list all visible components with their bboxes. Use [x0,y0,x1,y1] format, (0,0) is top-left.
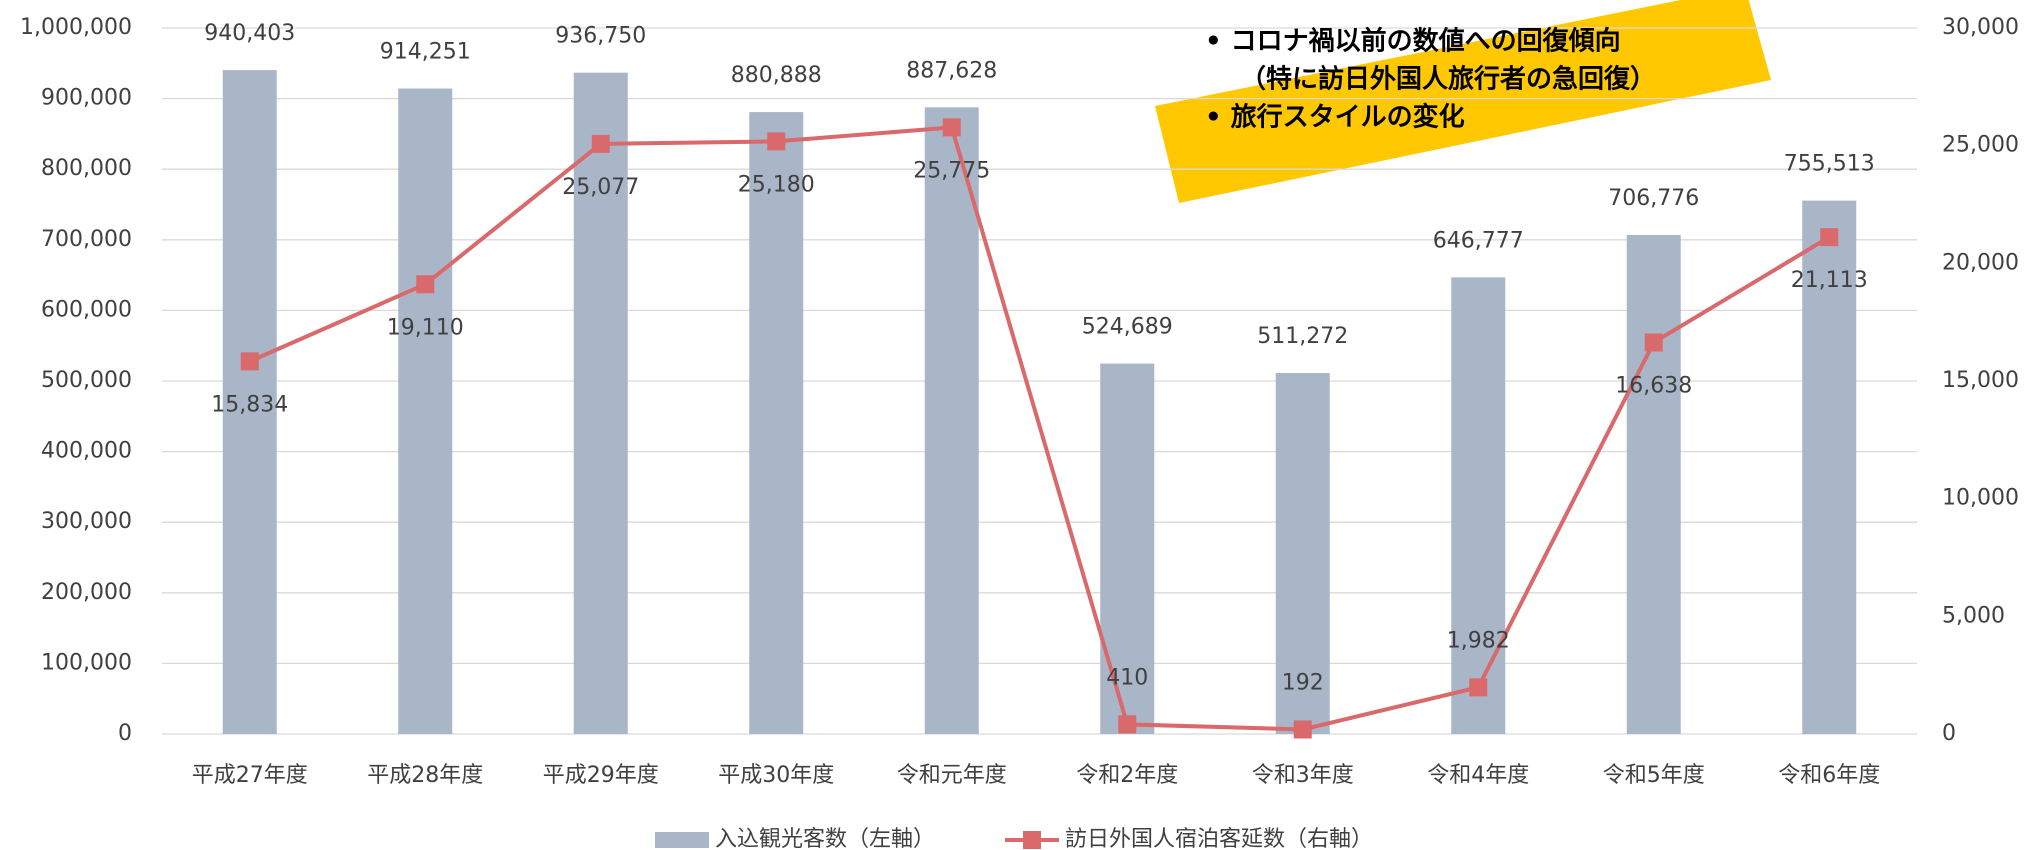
x-tick-label: 令和5年度 [1603,763,1705,788]
bar [573,72,628,735]
line-value-label: 25,077 [562,175,639,200]
line-marker [591,134,610,153]
x-tick-label: 平成27年度 [192,763,308,788]
line-marker [240,352,259,371]
x-tick-label: 令和6年度 [1778,763,1880,788]
y-tick-label: 700,000 [41,227,132,252]
bar [1451,277,1506,734]
y-tick-label: 300,000 [41,509,132,534]
x-tick-label: 令和2年度 [1076,763,1178,788]
line-value-label: 1,982 [1447,628,1510,653]
line-value-label: 16,638 [1615,373,1692,398]
x-tick-label: 令和4年度 [1427,763,1529,788]
y2-tick-label: 15,000 [1942,368,2019,393]
bar-value-label: 936,750 [555,24,646,49]
bar [1275,373,1330,734]
y2-tick-label: 5,000 [1942,603,2005,628]
bar [749,112,804,734]
y-tick-label: 600,000 [41,297,132,322]
y-tick-label: 1,000,000 [20,15,132,40]
bar [398,88,453,734]
line-marker [767,132,786,151]
bar-value-label: 914,251 [380,40,471,65]
y2-tick-label: 0 [1942,721,1956,746]
line-marker [1644,333,1663,352]
y-tick-label: 400,000 [41,439,132,464]
line-value-label: 410 [1106,665,1148,690]
y-tick-label: 200,000 [41,580,132,605]
bar [924,107,979,734]
line-value-label: 15,834 [211,392,288,417]
x-tick-label: 平成28年度 [367,763,483,788]
line-value-label: 25,180 [738,172,815,197]
bar-value-label: 755,513 [1784,152,1875,177]
line-value-label: 192 [1282,670,1324,695]
bar-value-label: 940,403 [204,21,295,46]
bar [1626,235,1681,734]
x-tick-label: 平成30年度 [718,763,834,788]
legend-swatch [655,832,709,848]
bar-value-label: 880,888 [731,63,822,88]
line-value-label: 25,775 [913,158,990,183]
annotation: • 旅行スタイルの変化 [1205,102,1465,133]
bar [1802,200,1857,735]
y-tick-label: 100,000 [41,650,132,675]
x-tick-label: 平成29年度 [543,763,659,788]
line-marker [1469,678,1488,697]
line-marker [1293,720,1312,739]
y-tick-label: 800,000 [41,156,132,181]
line-value-label: 19,110 [387,315,464,340]
y-tick-label: 900,000 [41,86,132,111]
annotation: • コロナ禍以前の数値への回復傾向 [1205,26,1621,57]
bar-value-label: 524,689 [1082,315,1173,340]
bar-value-label: 706,776 [1608,186,1699,211]
bar-value-label: 511,272 [1257,324,1348,349]
y2-tick-label: 30,000 [1942,15,2019,40]
annotation: （特に訪日外国人旅行者の急回復） [1240,64,1656,95]
y2-tick-label: 10,000 [1942,486,2019,511]
legend-swatch [1023,831,1041,849]
legend-label: 訪日外国人宿泊客延数（右軸） [1065,827,1373,850]
line-marker [1118,715,1137,734]
bar-value-label: 646,777 [1433,228,1524,253]
line-marker [1820,228,1839,247]
x-tick-label: 令和元年度 [897,763,1007,788]
line-marker [416,275,435,294]
y-tick-label: 500,000 [41,368,132,393]
y2-tick-label: 20,000 [1942,250,2019,275]
bar [222,70,277,734]
annotation-banner [1155,0,1771,203]
line-marker [942,118,961,137]
bar [1100,363,1155,734]
y2-tick-label: 25,000 [1942,133,2019,158]
x-tick-label: 令和3年度 [1252,763,1354,788]
line-value-label: 21,113 [1791,268,1868,293]
bar-value-label: 887,628 [906,58,997,83]
line [248,125,1831,732]
legend-label: 入込観光客数（左軸） [715,827,935,850]
y-tick-label: 0 [118,721,132,746]
